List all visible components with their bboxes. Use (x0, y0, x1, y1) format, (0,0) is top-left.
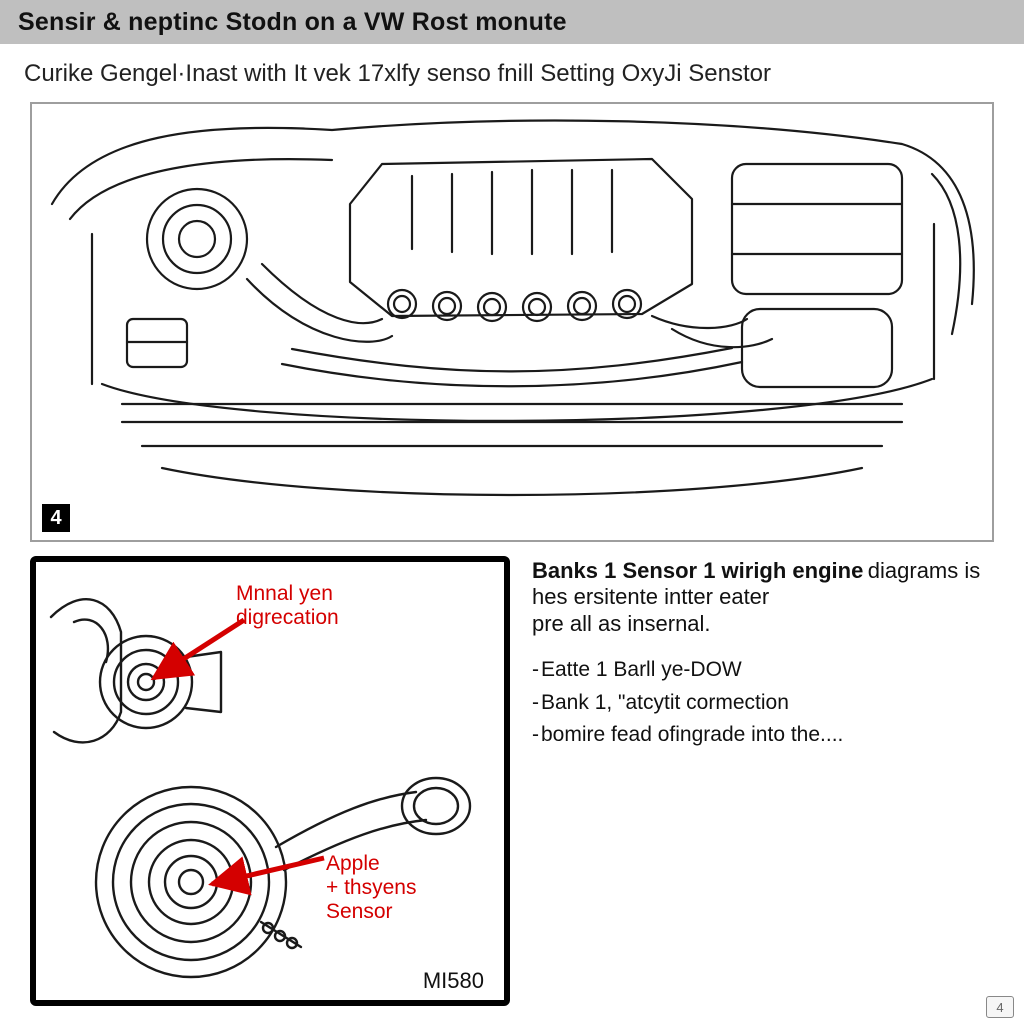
side-heading: Banks 1 Sensor 1 wirigh engine (532, 558, 863, 583)
corner-page-badge: 4 (986, 996, 1014, 1018)
step-number-badge: 4 (42, 504, 70, 532)
bullet-item: bomire fead ofingrade into the.... (532, 719, 994, 752)
engine-bay-svg (32, 104, 992, 540)
sensor-detail-svg (36, 562, 504, 1000)
sensor-detail-diagram: Mnnal yen digrecation Apple + thsyens Se… (30, 556, 510, 1006)
page-title: Sensir & neptinc Stodn on a VW Rost monu… (18, 8, 567, 37)
engine-bay-diagram: 4 (30, 102, 994, 542)
side-bullets: Eatte 1 Barll ye-DOW Bank 1, "atcytit co… (532, 654, 994, 752)
side-text-block: Banks 1 Sensor 1 wirigh engine diagrams … (532, 556, 994, 1006)
title-bar: Sensir & neptinc Stodn on a VW Rost monu… (0, 0, 1024, 44)
side-paragraph-line2: pre all as insernal. (532, 610, 994, 638)
bullet-item: Eatte 1 Barll ye-DOW (532, 654, 994, 687)
diagram-code: MI580 (423, 968, 484, 994)
page-subtitle: Curike Gengel·Inast with It vek 17xlfy s… (0, 44, 1024, 98)
bullet-item: Bank 1, "atcytit cormection (532, 687, 994, 720)
